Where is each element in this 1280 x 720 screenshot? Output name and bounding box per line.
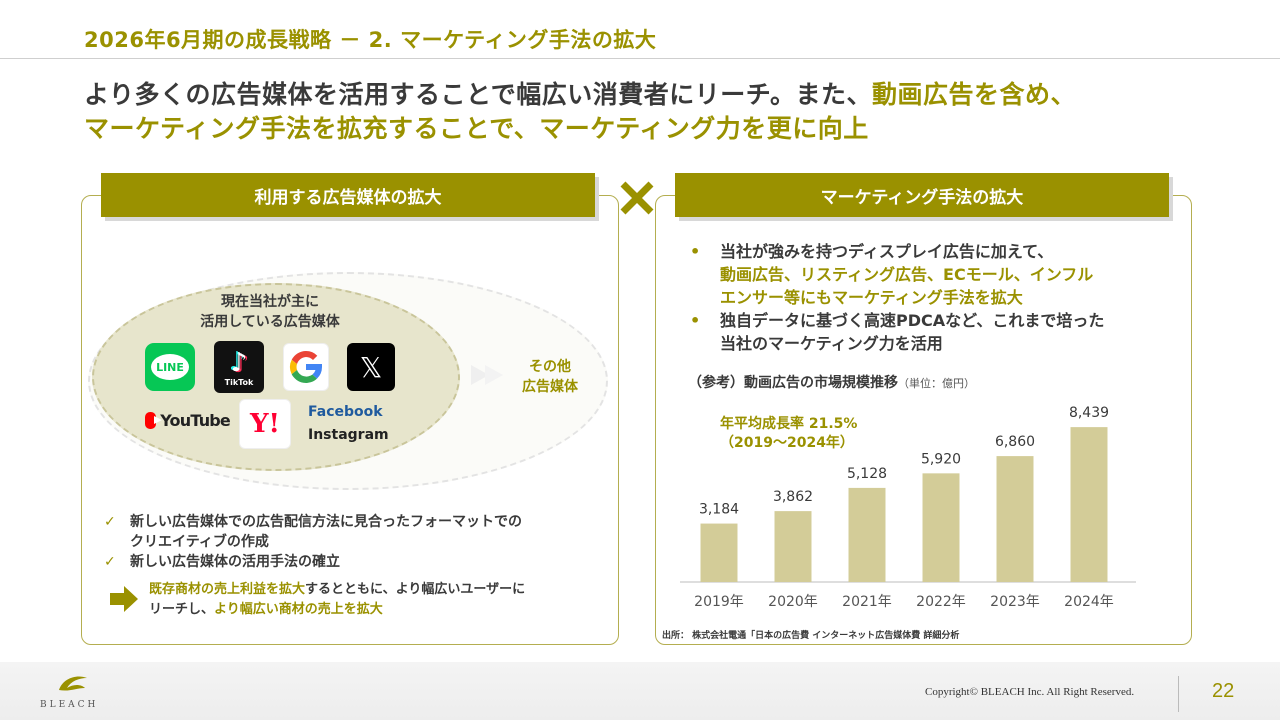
result-statement: 既存商材の売上利益を拡大するとともに、より幅広いユーザーに リーチし、より幅広い… xyxy=(149,580,525,620)
headline-line2: マーケティング手法を拡充することで、マーケティング力を更に向上 xyxy=(84,114,869,143)
cagr-line2: （2019～2024年） xyxy=(720,435,854,451)
bullet-item-channels: • 当社が強みを持つディスプレイ広告に加えて、 動画広告、リスティング広告、ECモ… xyxy=(690,240,1093,309)
brand-name: BLEACH xyxy=(40,700,99,710)
result-olive-1: 既存商材の売上利益を拡大 xyxy=(149,582,306,597)
right-chevron-icon xyxy=(471,365,503,385)
current-media-label-line1: 現在当社が主に xyxy=(221,294,319,310)
chart-category-label: 2023年 xyxy=(990,594,1040,610)
chart-value-label: 5,128 xyxy=(847,466,887,482)
bullet-pdca-line1: 独自データに基づく高速PDCAなど、これまで培った xyxy=(720,311,1105,330)
headline-line1-olive: 動画広告を含め、 xyxy=(872,80,1077,109)
bullet-dot-icon: • xyxy=(690,242,701,261)
arrow-right-icon xyxy=(110,586,138,612)
chart-category-label: 2022年 xyxy=(916,594,966,610)
chart-title: （参考）動画広告の市場規模推移（単位：億円） xyxy=(688,372,975,392)
header-divider xyxy=(0,58,1280,59)
other-media-label-line2: 広告媒体 xyxy=(522,379,578,395)
bullet-channels-line2: 動画広告、リスティング広告、ECモール、インフル xyxy=(720,265,1094,284)
chart-bar xyxy=(700,523,738,582)
headline-line1-dark: より多くの広告媒体を活用することで幅広い消費者にリーチ。また、 xyxy=(84,80,873,109)
google-g-icon xyxy=(289,351,322,383)
chart-category-label: 2019年 xyxy=(694,594,744,610)
chart-bar xyxy=(922,473,960,582)
chart-title-text: （参考）動画広告の市場規模推移 xyxy=(688,375,898,391)
current-media-label-line2: 活用している広告媒体 xyxy=(200,314,340,330)
line-logo-text: LINE xyxy=(151,354,189,380)
youtube-logo: YouTube xyxy=(145,408,231,432)
bullet-channels-line1: 当社が強みを持つディスプレイ広告に加えて、 xyxy=(720,242,1054,261)
bleach-logo-icon xyxy=(59,676,87,691)
check-item-method-text: 新しい広告媒体の活用手法の確立 xyxy=(130,554,340,570)
chart-category-label: 2020年 xyxy=(768,594,818,610)
footer xyxy=(0,662,1280,720)
chart-value-label: 5,920 xyxy=(921,451,961,467)
tiktok-logo: ♪ TikTok xyxy=(214,341,264,393)
bullet-item-pdca: • 独自データに基づく高速PDCAなど、これまで培った 当社のマーケティング力を活… xyxy=(690,309,1104,355)
line-logo: LINE xyxy=(145,343,195,391)
chart-unit: （単位：億円） xyxy=(898,377,975,390)
youtube-play-icon xyxy=(145,411,163,429)
chart-bar xyxy=(774,511,812,582)
source-note: 出所： 株式会社電通「日本の広告費 インターネット広告媒体費 詳細分析 xyxy=(662,631,960,641)
chart-value-label: 3,184 xyxy=(699,502,739,518)
copyright: Copyright© BLEACH Inc. All Right Reserve… xyxy=(925,686,1135,698)
check-icon: ✓ xyxy=(104,554,116,570)
result-dark-1: するとともに、より幅広いユーザーに xyxy=(305,582,526,597)
x-logo: 𝕏 xyxy=(347,343,395,391)
check-item-creative-line2: クリエイティブの作成 xyxy=(130,534,269,550)
bullet-dot-icon: • xyxy=(690,311,701,330)
yahoo-logo: Y! xyxy=(239,399,291,449)
other-media-label: その他 広告媒体 xyxy=(508,357,592,397)
bullet-pdca-line2: 当社のマーケティング力を活用 xyxy=(720,334,943,353)
bullet-channels-line3: エンサー等にもマーケティング手法を拡大 xyxy=(720,288,1023,307)
chart-category-label: 2024年 xyxy=(1064,594,1114,610)
current-media-label: 現在当社が主に 活用している広告媒体 xyxy=(170,292,370,332)
cross-icon xyxy=(620,181,654,215)
headline: より多くの広告媒体を活用することで幅広い消費者にリーチ。また、動画広告を含め、 … xyxy=(84,78,1204,146)
footer-divider xyxy=(1178,676,1179,712)
result-dark-2: リーチし、 xyxy=(149,602,215,617)
chart-value-label: 8,439 xyxy=(1069,405,1109,421)
page-number: 22 xyxy=(1212,680,1235,702)
tiktok-logo-text: TikTok xyxy=(224,377,254,387)
youtube-logo-text: YouTube xyxy=(160,410,231,430)
check-icon: ✓ xyxy=(104,514,116,530)
chart-category-label: 2021年 xyxy=(842,594,892,610)
page-title: 2026年6月期の成長戦略 － 2. マーケティング手法の拡大 xyxy=(84,28,657,52)
marketing-expansion-banner: マーケティング手法の拡大 xyxy=(675,173,1169,217)
cagr-annotation: 年平均成長率 21.5% （2019～2024年） xyxy=(720,415,857,453)
chart-bar xyxy=(996,456,1034,582)
chart-value-label: 6,860 xyxy=(995,434,1035,450)
cagr-line1: 年平均成長率 21.5% xyxy=(720,416,858,432)
facebook-label: Facebook xyxy=(308,404,383,420)
music-note-icon: ♪ xyxy=(230,347,248,378)
instagram-label: Instagram xyxy=(308,427,389,443)
chart-bar xyxy=(848,487,886,582)
check-item-creative: ✓ 新しい広告媒体での広告配信方法に見合ったフォーマットでの クリエイティブの作成 xyxy=(104,512,522,552)
chart-bar xyxy=(1070,427,1108,582)
google-logo xyxy=(283,343,329,391)
chart-value-label: 3,862 xyxy=(773,489,813,505)
media-expansion-banner: 利用する広告媒体の拡大 xyxy=(101,173,595,217)
check-item-creative-line1: 新しい広告媒体での広告配信方法に見合ったフォーマットでの xyxy=(130,514,522,530)
check-item-method: ✓ 新しい広告媒体の活用手法の確立 xyxy=(104,552,340,572)
video-ad-market-chart: 3,184 2019年 3,862 2020年 5,128 2021年 5,920 2022年… xyxy=(680,405,1136,610)
result-olive-2: より幅広い商材の売上を拡大 xyxy=(214,602,383,617)
other-media-label-line1: その他 xyxy=(529,359,571,375)
